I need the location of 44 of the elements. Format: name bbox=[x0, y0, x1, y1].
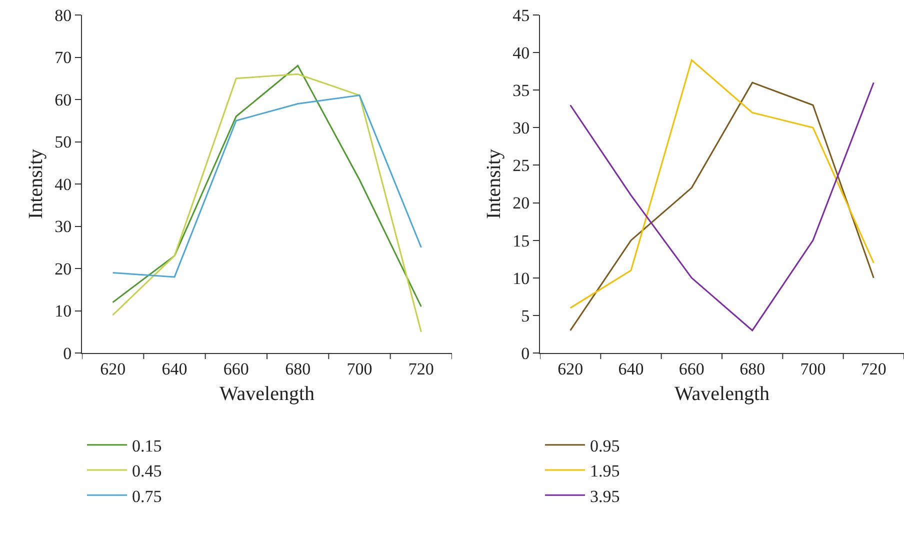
legend-label: 0.75 bbox=[132, 486, 162, 506]
x-tick-label: 700 bbox=[346, 359, 372, 378]
x-axis-title: Wavelength bbox=[674, 382, 770, 405]
y-tick-label: 10 bbox=[54, 302, 72, 321]
x-tick-label: 700 bbox=[800, 359, 826, 378]
legend-label: 0.45 bbox=[132, 462, 162, 481]
y-tick-label: 10 bbox=[512, 268, 530, 288]
line-series bbox=[570, 82, 874, 332]
y-tick-label: 20 bbox=[512, 194, 530, 213]
y-axis-title: Intensity bbox=[25, 149, 48, 219]
legend-label: 0.15 bbox=[132, 436, 162, 456]
x-tick-label: 620 bbox=[100, 359, 126, 378]
x-tick-label: 680 bbox=[740, 359, 766, 378]
y-tick-label: 25 bbox=[512, 156, 530, 176]
y-tick-label: 0 bbox=[521, 344, 530, 363]
x-tick-label: 720 bbox=[408, 359, 434, 378]
x-tick-label: 640 bbox=[162, 359, 188, 378]
x-tick-label: 640 bbox=[618, 359, 644, 378]
y-tick-label: 40 bbox=[54, 174, 72, 194]
x-tick-label: 720 bbox=[860, 359, 886, 378]
line-series bbox=[570, 59, 874, 309]
y-tick-label: 45 bbox=[512, 6, 530, 25]
y-tick-label: 20 bbox=[54, 259, 72, 278]
x-tick-label: 680 bbox=[285, 359, 311, 378]
y-tick-label: 30 bbox=[512, 118, 530, 138]
y-tick-label: 60 bbox=[54, 90, 72, 110]
y-tick-label: 80 bbox=[54, 6, 72, 25]
y-tick-label: 5 bbox=[521, 306, 530, 326]
x-axis-title: Wavelength bbox=[219, 382, 315, 405]
y-axis-title: Intensity bbox=[483, 149, 506, 219]
y-tick-label: 30 bbox=[54, 217, 72, 236]
y-tick-label: 15 bbox=[512, 231, 530, 250]
y-tick-label: 50 bbox=[54, 132, 72, 152]
y-tick-label: 35 bbox=[512, 81, 530, 100]
y-tick-label: 0 bbox=[63, 344, 72, 363]
x-tick-label: 660 bbox=[223, 359, 249, 378]
line-series bbox=[112, 94, 422, 278]
y-tick-label: 70 bbox=[54, 48, 72, 68]
legend-label: 1.95 bbox=[590, 462, 620, 481]
x-tick-label: 620 bbox=[558, 359, 584, 378]
y-tick-label: 40 bbox=[512, 44, 530, 63]
x-tick-label: 660 bbox=[678, 359, 704, 378]
legend-label: 3.95 bbox=[590, 486, 620, 506]
legend-label: 0.95 bbox=[590, 436, 620, 456]
